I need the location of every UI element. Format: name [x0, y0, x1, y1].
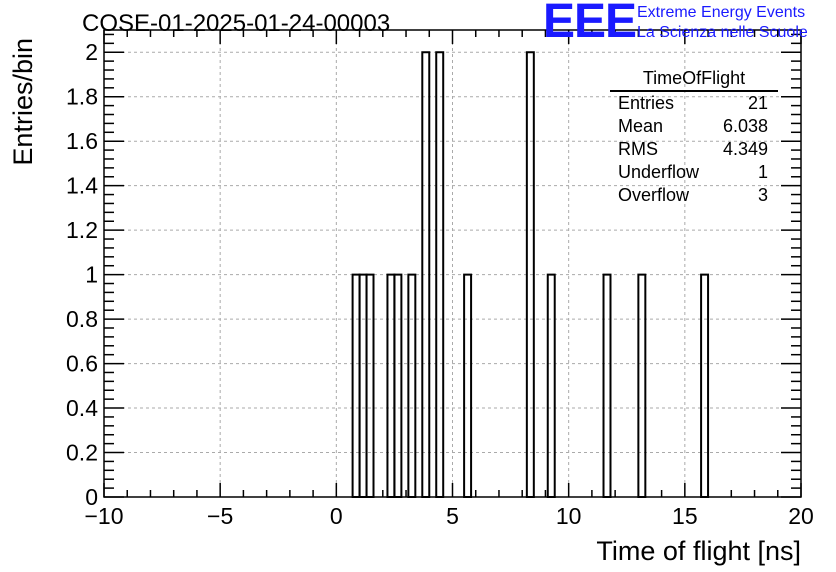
stats-row-mean: Mean 6.038	[610, 115, 778, 138]
histogram-bar	[637, 273, 647, 498]
y-tick-label: 0.8	[66, 306, 98, 332]
x-tick-label: −10	[84, 503, 123, 529]
histogram-bar	[602, 273, 612, 498]
histogram-bar	[546, 273, 556, 498]
stats-box-name: TimeOfFlight	[610, 67, 778, 92]
histogram-bar	[463, 273, 473, 498]
stats-box: TimeOfFlight Entries 21 Mean 6.038 RMS 4…	[610, 67, 778, 207]
stats-key: Entries	[618, 93, 675, 113]
stats-key: Mean	[618, 116, 664, 136]
histogram-bar	[393, 273, 403, 498]
logo-line-2: La Scienza nelle Scuole	[637, 24, 808, 41]
y-tick-label: 1.2	[66, 217, 98, 243]
y-tick-label: 0.6	[66, 351, 98, 377]
x-tick-label: 5	[446, 503, 459, 529]
y-tick-labels: 0 0.2 0.4 0.6 0.8 1 1.2 1.4 1.6 1.8 2	[66, 39, 98, 510]
y-tick-label: 1.6	[66, 128, 98, 154]
histogram-bar	[358, 273, 368, 498]
y-tick-label: 2	[85, 39, 98, 65]
x-tick-label: 0	[330, 503, 343, 529]
stats-value: 4.349	[722, 139, 768, 159]
y-tick-label: 1.4	[66, 173, 98, 199]
stats-key: Overflow	[618, 185, 690, 205]
stats-key: RMS	[618, 139, 658, 159]
histogram-bar	[351, 273, 361, 498]
logo-line-1: Extreme Energy Events	[637, 4, 806, 21]
stats-row-overflow: Overflow 3	[610, 184, 778, 207]
y-tick-label: 1	[85, 262, 98, 288]
histogram-bar	[407, 273, 417, 498]
histogram-bar	[365, 273, 375, 498]
axes	[103, 29, 802, 498]
x-tick-label: 10	[556, 503, 582, 529]
stats-value: 3	[757, 185, 768, 205]
x-tick-label: 20	[788, 503, 814, 529]
chart-title: COSE-01-2025-01-24-00003	[82, 10, 391, 37]
histogram-bar	[386, 273, 396, 498]
histogram-bar	[700, 273, 710, 498]
eee-logo-mark: EEE	[543, 0, 637, 48]
x-tick-labels: −10 −5 0 5 10 15 20	[84, 503, 813, 529]
y-axis-label: Entries/bin	[8, 38, 38, 166]
y-tick-label: 0.2	[66, 440, 98, 466]
stats-value: 1	[757, 162, 768, 182]
y-tick-label: 0.4	[66, 395, 98, 421]
grid	[104, 30, 801, 497]
x-axis-label: Time of flight [ns]	[596, 536, 801, 566]
eee-logo: EEE Extreme Energy Events La Scienza nel…	[543, 0, 833, 48]
stats-value: 6.038	[722, 116, 768, 136]
y-tick-label: 0	[85, 484, 98, 510]
stats-value: 21	[747, 93, 768, 113]
stats-row-underflow: Underflow 1	[610, 161, 778, 184]
histogram-bars	[351, 51, 710, 498]
y-tick-label: 1.8	[66, 84, 98, 110]
stats-row-rms: RMS 4.349	[610, 138, 778, 161]
stats-key: Underflow	[618, 162, 700, 182]
x-tick-label: 15	[672, 503, 698, 529]
x-tick-label: −5	[207, 503, 233, 529]
stats-row-entries: Entries 21	[610, 92, 778, 115]
